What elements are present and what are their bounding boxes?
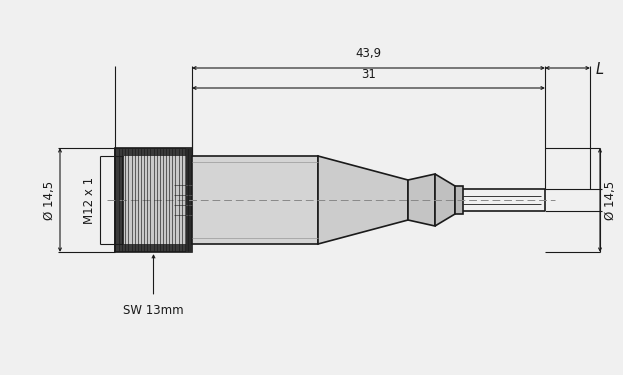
Text: SW 13mm: SW 13mm <box>123 304 184 317</box>
Polygon shape <box>115 148 192 252</box>
Polygon shape <box>186 148 192 252</box>
Text: L: L <box>596 63 604 78</box>
Text: 31: 31 <box>361 68 376 81</box>
Text: Ø 14,5: Ø 14,5 <box>43 180 56 220</box>
Polygon shape <box>435 174 455 226</box>
Polygon shape <box>123 156 186 244</box>
Text: M12 x 1: M12 x 1 <box>83 177 96 224</box>
Text: Ø 14,5: Ø 14,5 <box>604 180 617 220</box>
Text: 43,9: 43,9 <box>356 47 381 60</box>
Polygon shape <box>408 174 435 226</box>
Polygon shape <box>455 186 463 214</box>
Polygon shape <box>318 156 408 244</box>
Polygon shape <box>192 156 318 244</box>
